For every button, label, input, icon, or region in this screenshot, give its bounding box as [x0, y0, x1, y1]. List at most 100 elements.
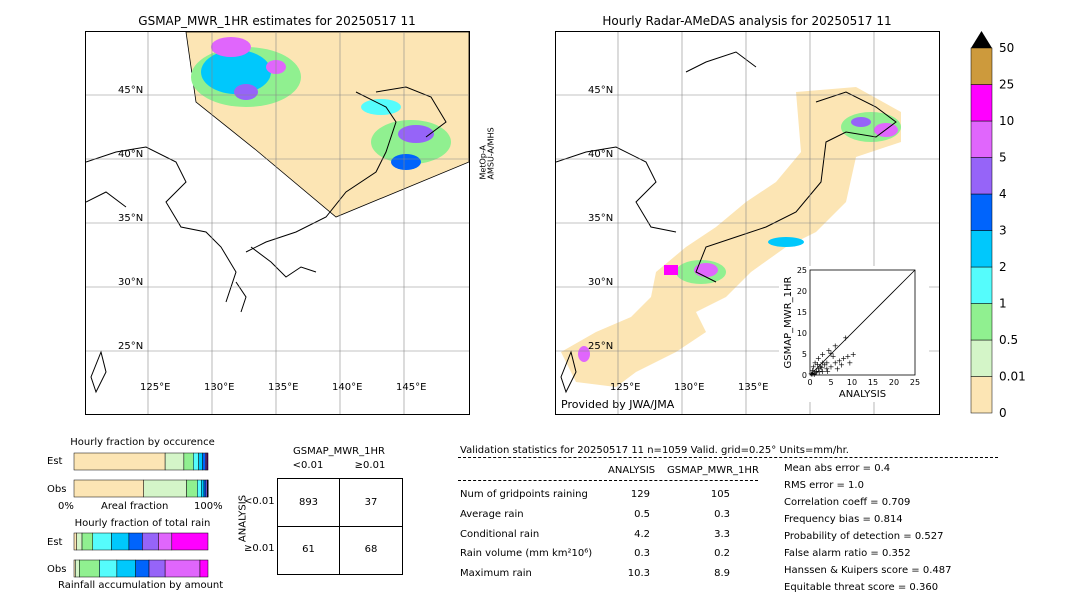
stacked-bar-segment	[202, 452, 206, 471]
scatter-diagonal	[809, 269, 916, 376]
stacked-bar-segment	[73, 479, 144, 498]
colorbar-band	[970, 84, 993, 122]
scatter-x-tick: 15	[868, 378, 878, 387]
scatter-y-tick: 0	[802, 371, 807, 380]
occurrence-title: Hourly fraction by occurence	[70, 437, 215, 448]
stacked-bar-segment	[76, 532, 83, 551]
table-cell: 61	[302, 544, 315, 555]
left-map-title: GSMAP_MWR_1HR estimates for 20250517 11	[138, 14, 416, 28]
lat-label: 35°N	[588, 213, 614, 224]
lon-label: 130°E	[674, 382, 705, 393]
contingency-title: GSMAP_MWR_1HR	[293, 446, 385, 457]
lat-label: 25°N	[118, 341, 144, 352]
colorbar-svg: 50 25 10 5 4 3 2 1 0.5 0.01 0	[970, 31, 1026, 420]
stacked-bar-segment	[73, 532, 77, 551]
score-line: Hanssen & Kuipers score = 0.487	[784, 565, 952, 576]
stacked-bar-segment	[116, 559, 136, 578]
scatter-y-tick: 20	[797, 287, 807, 296]
scatter-point: +	[813, 368, 820, 377]
scatter-point: +	[809, 366, 816, 375]
score-line: False alarm ratio = 0.352	[784, 548, 911, 559]
colorbar-tick-label: 0.01	[999, 370, 1026, 384]
left-map-panel	[85, 31, 470, 415]
colorbar-tick-label: 50	[999, 41, 1014, 55]
sensor-name: AMSU-A/MHS	[486, 127, 496, 180]
stacked-bar-segment	[207, 452, 209, 471]
col-gsmap: GSMAP_MWR_1HR	[667, 465, 759, 476]
scatter-point: +	[823, 358, 830, 367]
stacked-bar-segment	[92, 532, 112, 551]
precip-area	[578, 346, 590, 362]
colorbar-band	[970, 339, 993, 377]
lon-label: 125°E	[610, 382, 641, 393]
scatter-point: +	[819, 367, 826, 376]
scatter-point: +	[819, 350, 826, 359]
coastline	[695, 91, 897, 283]
scatter-inset: 0 5 10 15 20 25 0 5 10 15 20 25 + + + + + + + + + + + + + + + + + + + +…	[779, 266, 929, 402]
colorbar-band	[970, 157, 993, 195]
stacked-bar-segment	[158, 532, 173, 551]
stat-analysis: 0.5	[634, 509, 650, 520]
scatter-point: +	[824, 367, 831, 376]
stacked-bar-segment	[148, 559, 166, 578]
right-map-title: Hourly Radar-AMeDAS analysis for 2025051…	[602, 14, 892, 28]
scatter-point: +	[844, 352, 851, 361]
scatter-x-tick: 20	[889, 378, 899, 387]
lat-label: 40°N	[118, 149, 144, 160]
colorbar-tick-label: 25	[999, 78, 1014, 92]
lon-label: 145°E	[396, 382, 427, 393]
scatter-y-tick: 25	[797, 266, 807, 275]
scatter-x-tick: 25	[910, 378, 920, 387]
lat-label: 45°N	[118, 85, 144, 96]
stacked-bar-segment	[199, 559, 209, 578]
scatter-point: +	[838, 361, 845, 370]
coastline	[90, 350, 107, 394]
scatter-point: +	[811, 369, 818, 378]
stacked-bar-segment	[171, 532, 209, 551]
table-cell: 68	[364, 544, 378, 555]
lat-label: 45°N	[588, 85, 614, 96]
colorbar-tick-label: 3	[999, 224, 1007, 238]
scatter-point: +	[850, 350, 857, 359]
lon-label: 130°E	[204, 382, 235, 393]
stats-divider	[458, 457, 998, 458]
stacked-bar-segment	[164, 559, 201, 578]
colorbar-band	[970, 376, 993, 414]
occurrence-bars	[73, 452, 209, 498]
scatter-x-tick: 5	[828, 378, 833, 387]
scatter-frame	[809, 269, 916, 376]
scatter-y-tick: 10	[797, 329, 807, 338]
scatter-ylabel: GSMAP_MWR_1HR	[783, 277, 794, 369]
colorbar-band	[970, 120, 993, 158]
scatter-point: +	[840, 354, 847, 363]
col-header: <0.01	[292, 460, 324, 471]
stacked-bar-segment	[143, 479, 187, 498]
right-map-svg	[556, 32, 939, 414]
lat-label: 35°N	[118, 213, 144, 224]
table-cell: 37	[364, 497, 378, 508]
stacked-bar-segment	[193, 452, 199, 471]
stat-label: Conditional rain	[460, 529, 540, 540]
stacked-bar-segment	[99, 559, 118, 578]
score-line: Mean abs error = 0.4	[784, 463, 891, 474]
colorbar-tick-label: 0.5	[999, 333, 1018, 347]
lat-label: 25°N	[588, 341, 614, 352]
row-header: ≥0.01	[244, 543, 275, 554]
colorbar-tick-label: 10	[999, 114, 1014, 128]
colorbar-band	[970, 193, 993, 231]
stat-gsmap: 8.9	[714, 568, 730, 579]
scatter-point: +	[810, 363, 817, 372]
colorbar-band	[970, 266, 993, 304]
scatter-point: +	[821, 361, 828, 370]
precip-area	[391, 154, 421, 170]
scatter-point: +	[816, 368, 823, 377]
scatter-point: +	[826, 346, 833, 355]
row-label-est: Est	[47, 537, 63, 548]
scatter-plot: 0 5 10 15 20 250510152025++++++++++++++++++++…	[783, 266, 920, 400]
table-cell: 893	[298, 497, 319, 508]
precip-area	[211, 37, 251, 57]
left-map-svg	[86, 32, 469, 414]
precip-area	[664, 265, 678, 275]
lon-label: 135°E	[268, 382, 299, 393]
